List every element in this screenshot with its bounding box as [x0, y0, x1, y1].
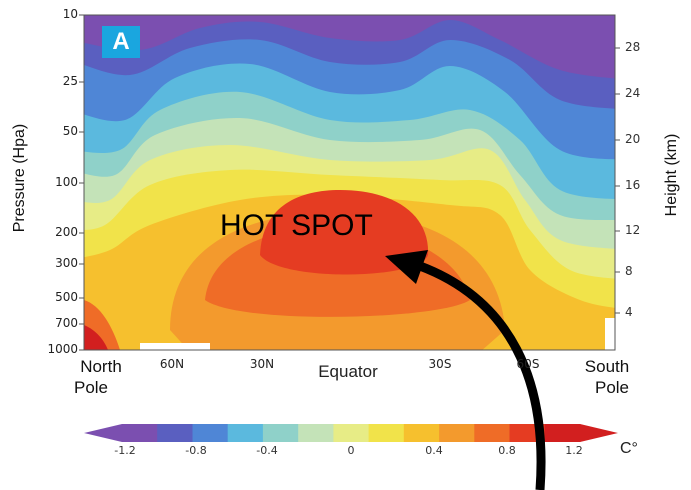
x-end-right-line2: Pole	[594, 378, 630, 397]
y-right-tick-label: 8	[625, 264, 633, 278]
y-right-tick-label: 12	[625, 223, 641, 237]
colorbar-swatch	[474, 424, 510, 442]
colorbar-swatch	[192, 424, 229, 442]
panel-label-box	[102, 26, 140, 58]
colorbar-swatch	[333, 424, 370, 442]
y-left-tick-label: 500	[55, 290, 78, 304]
colorbar-arrow-left	[84, 424, 122, 442]
colorbar-tick-label: -0.4	[256, 444, 278, 457]
colorbar-tick-label: 1.2	[565, 444, 583, 457]
y-axis-title-right: Height (km)	[663, 133, 680, 217]
colorbar-swatch	[157, 424, 193, 442]
y-left-tick-label: 300	[55, 256, 78, 270]
y-left-tick-label: 50	[62, 124, 78, 138]
colorbar-tick-label: 0.8	[498, 444, 516, 457]
colorbar-swatch	[439, 424, 475, 442]
colorbar-swatch	[403, 424, 440, 442]
y-right-tick-label: 20	[625, 132, 641, 146]
colorbar-swatch	[227, 424, 264, 442]
colorbar-swatch	[262, 424, 299, 442]
y-right-tick-label: 28	[625, 40, 641, 54]
contour-band-left-hot	[84, 325, 108, 350]
colorbar-swatch	[122, 424, 158, 442]
hot-spot-arrow-shaft	[418, 261, 546, 490]
y-right-tick-label: 4	[625, 305, 633, 319]
y-right-tick-label: 16	[625, 178, 641, 192]
colorbar-swatch	[368, 424, 405, 442]
x-tick-equator: Equator	[318, 362, 378, 381]
colorbar-unit: C°	[620, 440, 638, 457]
colorbar-tick-label: -1.2	[114, 444, 136, 457]
y-left-tick-label: 700	[55, 316, 78, 330]
y-left-tick-label: 200	[55, 225, 78, 239]
y-axis-title-left: Pressure (Hpa)	[11, 123, 28, 233]
x-tick-30s: 30S	[428, 357, 452, 371]
x-tick-30n: 30N	[249, 357, 275, 371]
y-right-tick-label: 24	[625, 86, 641, 100]
x-end-left-line2: Pole	[73, 378, 109, 397]
colorbar-swatch	[298, 424, 334, 442]
panel-label: A	[112, 28, 130, 55]
y-left-tick-label: 100	[55, 175, 78, 189]
x-tick-60s: 60S	[516, 357, 540, 371]
colorbar-swatch	[544, 424, 581, 442]
y-left-tick-label: 25	[62, 74, 78, 88]
colorbar-tick-label: 0.4	[425, 444, 443, 457]
missing-data-patch-right	[605, 318, 615, 350]
missing-data-patch	[140, 343, 210, 350]
y-left-tick-label: 1000	[47, 342, 78, 356]
hot-spot-annotation: HOT SPOT	[220, 209, 373, 242]
colorbar-tick-label: -0.8	[185, 444, 207, 457]
x-end-left-line1: North	[80, 357, 122, 376]
x-tick-60n: 60N	[159, 357, 185, 371]
contour-band-11	[260, 190, 429, 275]
colorbar-tick-label: 0	[347, 444, 355, 457]
x-end-right-line1: South	[584, 357, 630, 376]
y-left-tick-label: 10	[62, 7, 78, 21]
hot-spot-arrow-head	[385, 250, 428, 284]
colorbar-arrow-right	[580, 424, 618, 442]
